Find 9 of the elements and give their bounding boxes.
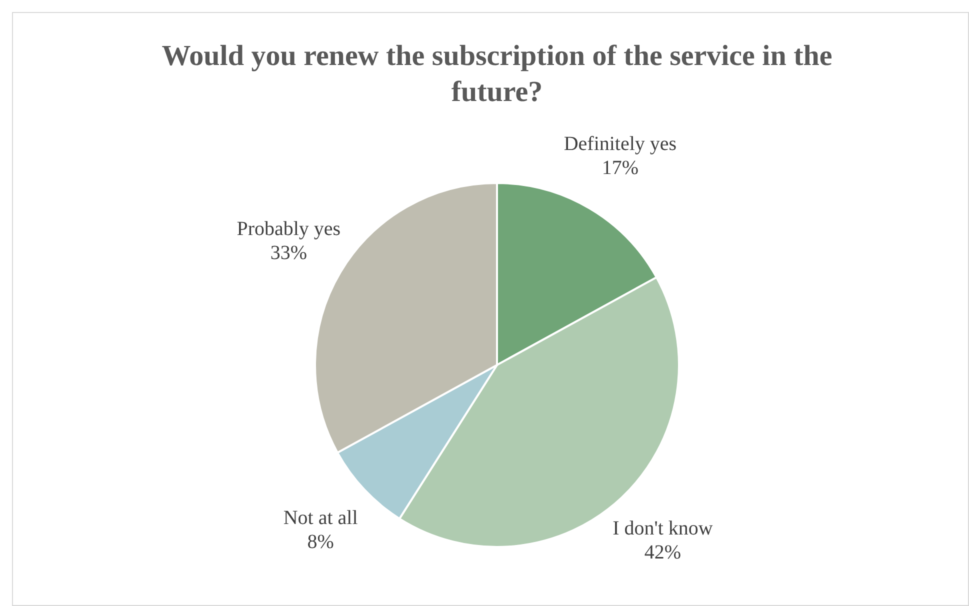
slice-label: I don't know [612, 518, 714, 540]
slice-label: Definitely yes [564, 132, 677, 155]
data-label: 33% [270, 242, 307, 264]
data-label: 42% [644, 542, 682, 564]
data-label: 8% [307, 530, 334, 553]
slice-label: Not at all [283, 506, 358, 529]
slice-label: Probably yes [236, 218, 341, 240]
data-label: 17% [602, 156, 639, 179]
chart-title: Would you renew the subscription of the service in the future? [160, 39, 834, 110]
